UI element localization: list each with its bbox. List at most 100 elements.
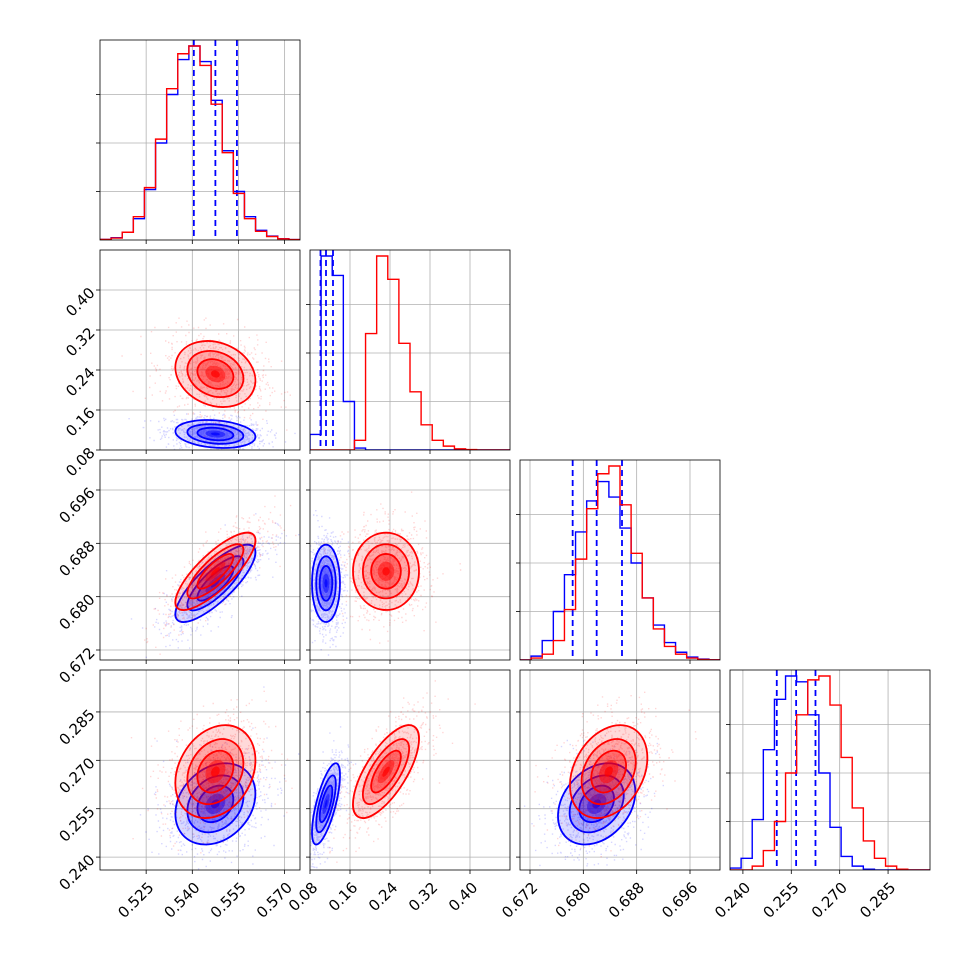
contour-series-1-level-2 [196,749,235,794]
contour-series-0-level-1 [315,555,337,612]
contour-series-1-level-0 [352,724,420,819]
density-fill-series-1-level-4 [210,370,220,378]
contour-series-1-level-2 [196,553,235,590]
contour-series-0-level-0 [311,762,341,846]
x-tick-label: 0.555 [207,879,250,922]
x-tick-label: 0.255 [760,879,803,922]
density-fill-series-1-level-4 [210,567,220,576]
panel-frame [309,459,511,661]
y-tick-label: 0.285 [55,706,98,749]
density-fill-series-1-level-4 [210,766,220,777]
density-fill-series-1-level-4 [604,766,613,777]
contour-series-1-level-1 [186,543,245,600]
y-tick-label: 0.688 [55,537,98,580]
y-tick-label: 0.672 [55,644,98,687]
scatter-cloud-series-0 [523,735,664,867]
x-tick-label: 0.688 [605,879,648,922]
contour-series-1-level-2 [370,553,402,590]
y-tick-label: 0.32 [62,324,98,360]
y-tick-label: 0.696 [55,484,98,527]
panel-0-0 [96,39,301,244]
x-tick-label: 0.525 [114,879,157,922]
y-tick-label: 0.16 [62,404,98,440]
panel-frame [729,669,931,871]
panel-frame [99,669,301,871]
panel-plot-area [520,460,720,660]
panel-plot-area [310,250,510,450]
x-tick-label: 0.285 [856,879,899,922]
x-tick-label: 0.540 [161,879,204,922]
x-tick-label: 0.672 [498,879,541,922]
contour-series-1-level-0 [174,724,257,819]
panel-plot-area [310,670,510,870]
scatter-cloud-series-1 [321,491,462,644]
contour-series-0-level-0 [311,543,341,623]
y-tick-label: 0.08 [62,444,98,480]
x-tick-label: 0.24 [365,879,401,915]
density-fill-series-0-level-4 [324,579,328,588]
panel-frame [519,459,721,661]
panel-plot-area [310,460,510,660]
scatter-cloud-series-0 [310,726,357,870]
panel-frame [99,249,301,451]
density-fill-series-1-level-4 [382,766,390,777]
density-fill-series-1-level-4 [382,567,390,576]
x-tick-label: 0.696 [658,879,701,922]
x-tick-label: 0.32 [405,879,441,915]
histogram-series-1 [520,465,720,660]
x-tick-label: 0.40 [445,879,481,915]
panel-plot-area [100,250,300,450]
panel-frame [99,39,301,241]
contour-series-1-level-1 [186,350,245,399]
y-tick-label: 0.255 [55,803,98,846]
panel-frame [309,249,511,451]
contour-series-1-level-2 [590,749,627,794]
x-tick-label: 0.16 [325,879,361,915]
panel-3-1: 0.08 0.16 0.24 0.32 0.40 [285,669,511,915]
panel-plot-area [520,670,720,870]
x-tick-label: 0.270 [808,879,851,922]
contour-series-0-level-2 [318,565,334,602]
density-fill-series-0-level-4 [210,432,220,436]
density-fill-series-0-level-4 [324,799,328,809]
panel-frame [309,669,511,871]
y-tick-label: 0.40 [62,284,98,320]
panel-3-2: 0.672 0.680 0.688 0.696 [498,669,721,922]
contour-series-0-level-2 [318,784,334,824]
panel-frame [519,669,721,871]
histogram-series-1 [100,45,300,240]
panel-2-0: 0.672 0.680 0.688 0.696 [55,459,301,687]
panel-plot-area [100,670,300,870]
x-tick-label: 0.240 [711,879,754,922]
y-tick-label: 0.680 [55,590,98,633]
contour-series-1-level-0 [174,531,257,611]
panel-1-1 [306,249,511,454]
scatter-cloud-series-1 [328,680,476,863]
contour-series-1-level-0 [569,724,649,819]
panel-2-2 [516,459,721,664]
histogram-series-1 [730,675,930,870]
contour-series-0-level-1 [186,423,245,445]
contour-series-1-level-1 [362,738,411,806]
contour-series-0-level-0 [174,419,257,449]
density-fill-series-0-level-4 [210,579,220,588]
panel-plot-area [100,40,300,240]
contour-series-0-level-1 [315,774,337,834]
y-tick-label: 0.270 [55,754,98,797]
panel-plot-area [730,670,930,870]
contour-series-0-level-0 [174,762,257,846]
y-tick-label: 0.240 [55,851,98,894]
y-tick-label: 0.24 [62,364,98,400]
panel-plot-area [100,460,300,660]
contour-series-1-level-2 [370,749,402,794]
contour-series-0-level-2 [196,426,235,442]
contour-series-0-level-1 [186,774,245,834]
x-tick-label: 0.08 [285,879,321,915]
contour-series-1-level-0 [174,340,257,408]
scatter-cloud-series-1 [533,670,697,858]
contour-series-1-level-1 [361,543,410,600]
panel-frame [99,459,301,661]
panel-1-0: 0.08 0.16 0.24 0.32 0.40 [62,249,301,480]
